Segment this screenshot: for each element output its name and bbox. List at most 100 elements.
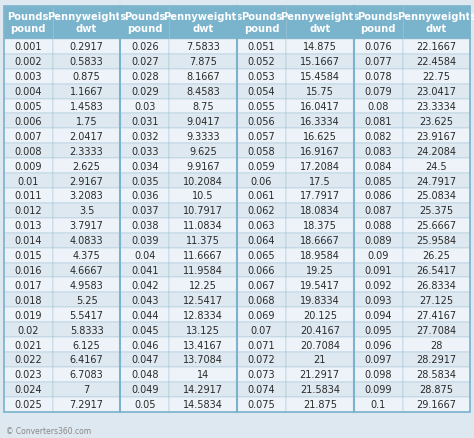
- Bar: [4, 55, 53, 70]
- Bar: [4, 322, 53, 337]
- Bar: [120, 263, 169, 278]
- Text: 14.2917: 14.2917: [183, 385, 223, 394]
- Text: 0.077: 0.077: [364, 57, 392, 67]
- Bar: [53, 263, 120, 278]
- Bar: [402, 203, 470, 218]
- Bar: [354, 278, 402, 293]
- Text: 6.125: 6.125: [73, 340, 100, 350]
- Bar: [286, 322, 354, 337]
- Bar: [120, 307, 169, 322]
- Text: 14: 14: [197, 370, 210, 379]
- Text: 21.875: 21.875: [303, 399, 337, 409]
- Bar: [237, 263, 286, 278]
- Bar: [237, 144, 286, 159]
- Text: 0.078: 0.078: [365, 72, 392, 82]
- Text: 18.375: 18.375: [303, 221, 337, 231]
- Text: 3.7917: 3.7917: [70, 221, 103, 231]
- Bar: [354, 99, 402, 114]
- Text: 0.089: 0.089: [365, 236, 392, 246]
- Text: 0.059: 0.059: [248, 161, 275, 171]
- Bar: [402, 397, 470, 412]
- Bar: [237, 367, 286, 382]
- Text: 3.2083: 3.2083: [70, 191, 103, 201]
- Text: 19.5417: 19.5417: [300, 280, 340, 290]
- Text: 1.4583: 1.4583: [70, 102, 103, 112]
- Text: 0.092: 0.092: [365, 280, 392, 290]
- Bar: [237, 40, 286, 55]
- Text: Pennyweights
dwt: Pennyweights dwt: [47, 12, 126, 34]
- Text: 26.5417: 26.5417: [416, 265, 456, 276]
- Text: 0.1: 0.1: [371, 399, 386, 409]
- Text: 0.065: 0.065: [248, 251, 275, 261]
- Bar: [169, 307, 237, 322]
- Text: 0.048: 0.048: [131, 370, 159, 379]
- Bar: [237, 114, 286, 129]
- Bar: [120, 352, 169, 367]
- Text: 23.0417: 23.0417: [416, 87, 456, 97]
- Bar: [4, 144, 53, 159]
- Text: 0.05: 0.05: [134, 399, 155, 409]
- Bar: [402, 367, 470, 382]
- Bar: [237, 174, 286, 189]
- Bar: [237, 337, 286, 352]
- Text: 0.083: 0.083: [365, 146, 392, 156]
- Bar: [169, 322, 237, 337]
- Text: 0.039: 0.039: [131, 236, 159, 246]
- Text: 19.8334: 19.8334: [300, 295, 340, 305]
- Bar: [120, 337, 169, 352]
- Text: 4.375: 4.375: [73, 251, 100, 261]
- Bar: [120, 367, 169, 382]
- Bar: [4, 337, 53, 352]
- Text: © Converters360.com: © Converters360.com: [6, 427, 91, 435]
- Bar: [53, 99, 120, 114]
- Bar: [354, 263, 402, 278]
- Bar: [286, 129, 354, 144]
- Text: 0.04: 0.04: [134, 251, 155, 261]
- Bar: [402, 174, 470, 189]
- Bar: [402, 114, 470, 129]
- Text: 0.074: 0.074: [248, 385, 275, 394]
- Text: 16.3334: 16.3334: [300, 117, 340, 127]
- Bar: [4, 233, 53, 248]
- Text: 0.058: 0.058: [248, 146, 275, 156]
- Text: 2.3333: 2.3333: [70, 146, 103, 156]
- Text: 0.03: 0.03: [134, 102, 155, 112]
- Bar: [169, 129, 237, 144]
- Text: 24.5: 24.5: [426, 161, 447, 171]
- Text: 0.029: 0.029: [131, 87, 159, 97]
- Text: 0.021: 0.021: [15, 340, 42, 350]
- Text: Pennyweights
dwt: Pennyweights dwt: [164, 12, 243, 34]
- Bar: [120, 322, 169, 337]
- Text: 0.045: 0.045: [131, 325, 159, 335]
- Text: 17.7917: 17.7917: [300, 191, 340, 201]
- Text: 10.5: 10.5: [192, 191, 214, 201]
- Text: 23.625: 23.625: [419, 117, 454, 127]
- Text: 0.088: 0.088: [365, 221, 392, 231]
- Text: 6.4167: 6.4167: [70, 355, 103, 365]
- Text: 5.25: 5.25: [76, 295, 98, 305]
- Bar: [4, 218, 53, 233]
- Text: 0.008: 0.008: [15, 146, 42, 156]
- Text: 7: 7: [83, 385, 90, 394]
- Text: 0.037: 0.037: [131, 206, 159, 216]
- Bar: [4, 293, 53, 307]
- Text: 11.0834: 11.0834: [183, 221, 223, 231]
- Text: 0.038: 0.038: [131, 221, 159, 231]
- Bar: [120, 293, 169, 307]
- Bar: [354, 367, 402, 382]
- Text: 0.084: 0.084: [365, 161, 392, 171]
- Text: 7.875: 7.875: [189, 57, 217, 67]
- Bar: [354, 159, 402, 174]
- Bar: [354, 55, 402, 70]
- Text: 0.027: 0.027: [131, 57, 159, 67]
- Text: 0.014: 0.014: [15, 236, 42, 246]
- Text: 3.5: 3.5: [79, 206, 94, 216]
- Text: 25.0834: 25.0834: [416, 191, 456, 201]
- Bar: [286, 218, 354, 233]
- Bar: [286, 7, 354, 40]
- Bar: [120, 40, 169, 55]
- Text: 0.01: 0.01: [18, 176, 39, 186]
- Text: 0.025: 0.025: [14, 399, 42, 409]
- Bar: [354, 203, 402, 218]
- Bar: [169, 203, 237, 218]
